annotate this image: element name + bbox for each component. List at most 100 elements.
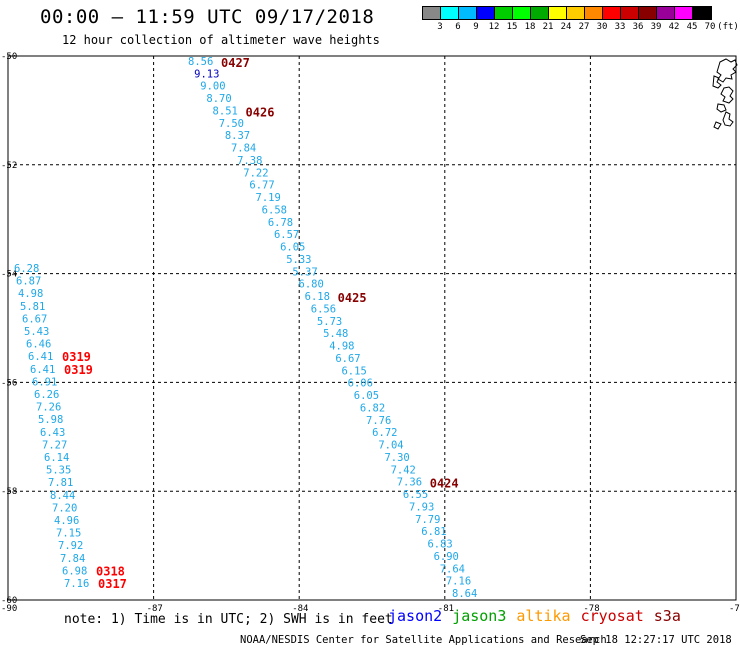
legend-swatches [422,6,712,20]
wave-height-value: 6.43 [40,427,65,439]
legend-swatch [603,7,621,19]
wave-height-value: 6.83 [427,539,452,551]
wave-height-value: 7.93 [409,501,434,513]
pass-time-label: 0319 [62,350,91,364]
wave-height-value: 6.67 [22,313,47,325]
pass-time-label: 0424 [430,477,459,491]
satellite-name: jason3 [452,607,507,625]
wave-height-value: 4.98 [329,341,354,353]
legend-label: 12 [488,22,500,32]
latitude-label: -58 [1,487,17,497]
legend-swatch [459,7,477,19]
wave-height-value: 6.98 [62,565,87,577]
wave-height-value: 6.81 [421,526,446,538]
wave-height-value: 7.92 [58,540,83,552]
legend-label: 18 [524,22,536,32]
legend-label: (ft) [717,22,739,32]
legend-label: 9 [473,22,479,32]
wave-height-value: 7.76 [366,415,391,427]
wave-height-value: 6.05 [354,390,379,402]
legend-label: 24 [560,22,572,32]
longitude-label: -78 [583,604,599,614]
legend-swatch [495,7,513,19]
map-subtitle: 12 hour collection of altimeter wave hei… [62,33,380,47]
wave-height-value: 6.58 [262,204,287,216]
wave-height-value: 6.41 [30,364,55,376]
wave-height-value: 6.78 [268,217,293,229]
legend-swatch [423,7,441,19]
legend-label: 21 [542,22,554,32]
legend-swatch [441,7,459,19]
wave-height-value: 8.70 [206,93,231,105]
wave-height-value: 8.51 [213,105,238,117]
wave-height-value: 6.91 [32,376,57,388]
wave-height-value: 6.90 [434,551,459,563]
pass-time-label: 0318 [96,564,125,578]
wave-height-value: 7.64 [440,563,465,575]
longitude-label: -81 [438,604,454,614]
wave-height-value: 9.13 [194,68,219,80]
legend-swatch [693,7,711,19]
wave-height-value: 6.77 [249,180,274,192]
legend-swatch [675,7,693,19]
legend-swatch [639,7,657,19]
wave-height-value: 7.26 [36,402,61,414]
coastline-islands [712,58,738,130]
wave-height-value: 6.72 [372,427,397,439]
latitude-label: -60 [1,596,17,606]
longitude-label: -84 [292,604,308,614]
wave-height-value: 8.64 [452,588,477,600]
wave-height-value: 6.41 [28,351,53,363]
wave-height-value: 7.84 [60,553,85,565]
longitude-label: -87 [147,604,163,614]
wave-height-value: 6.67 [335,353,360,365]
wave-height-value: 6.46 [26,339,51,351]
legend-label: 33 [614,22,626,32]
wave-height-value: 6.57 [274,229,299,241]
wave-height-value: 6.26 [34,389,59,401]
pass-time-label: 0425 [338,291,367,305]
legend-label: 70 [704,22,716,32]
pass-time-label: 0317 [98,577,127,591]
legend-label: 39 [650,22,662,32]
map-frame [7,55,737,601]
wave-height-value: 6.14 [44,452,69,464]
longitude-label: -75 [729,604,740,614]
wave-height-value: 7.84 [231,143,256,155]
satellite-name: jason2 [388,607,443,625]
wave-height-value: 7.16 [446,576,471,588]
wave-height-value: 5.35 [46,465,71,477]
graticule [7,55,737,601]
wave-height-value: 8.56 [188,56,213,68]
wave-height-value: 7.22 [243,167,268,179]
legend-swatch [621,7,639,19]
legend-swatch [513,7,531,19]
map-title: 00:00 – 11:59 UTC 09/17/2018 [40,6,375,28]
satellite-legend: jason2 jason3 altika cryosat s3a [388,607,691,625]
wave-height-value: 6.80 [299,279,324,291]
wave-height-value: 7.36 [397,477,422,489]
satellite-name: s3a [653,607,681,625]
wave-height-value: 7.50 [219,118,244,130]
wave-height-value: 9.00 [200,81,225,93]
wave-height-value: 5.48 [323,328,348,340]
wave-height-value: 6.05 [280,242,305,254]
pass-time-label: 0427 [221,56,250,70]
legend-swatch [567,7,585,19]
footer-timestamp: Sep 18 12:27:17 UTC 2018 [580,634,732,646]
satellite-name: altika [516,607,571,625]
wave-height-value: 4.96 [54,515,79,527]
latitude-label: -56 [1,378,17,388]
wave-height-value: 7.81 [48,477,73,489]
wave-height-value: 4.98 [18,288,43,300]
wave-height-value: 6.06 [348,378,373,390]
wave-height-value: 7.16 [64,578,89,590]
wave-height-value: 6.28 [14,263,39,275]
wave-height-value: 7.27 [42,439,67,451]
wave-height-value: 7.20 [52,502,77,514]
wave-height-value: 7.38 [237,155,262,167]
wave-height-value: 7.79 [415,514,440,526]
wave-height-value: 8.37 [225,130,250,142]
legend-swatch [549,7,567,19]
